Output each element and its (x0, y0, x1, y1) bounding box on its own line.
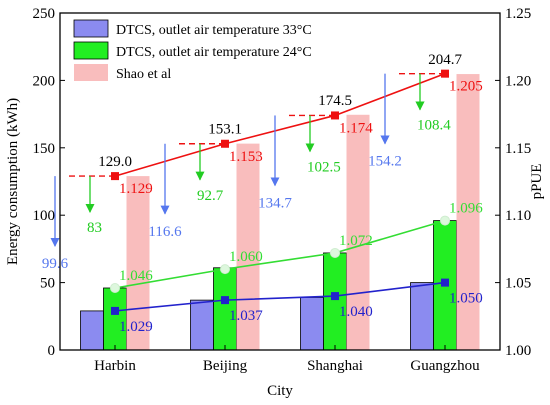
ppue-33c-point (441, 278, 449, 287)
saving-33c-label: 116.6 (148, 224, 182, 240)
saving-33c-label: 154.2 (368, 154, 402, 170)
plot-frame (59, 12, 501, 351)
legend-label: DTCS, outlet air temperature 24°C (116, 45, 312, 60)
bar-33c-beijing (190, 299, 214, 351)
bar-shao-guangzhou (456, 74, 480, 351)
x-tick-label: Shanghai (307, 358, 363, 374)
y2-tick-label: 1.10 (505, 208, 531, 224)
legend-label: DTCS, outlet air temperature 33°C (116, 23, 312, 38)
ppue-33c-label: 1.040 (339, 304, 373, 320)
y2-tick-label: 1.00 (505, 343, 531, 359)
y-tick-label: 150 (33, 141, 56, 157)
y2-tick-label: 1.05 (505, 276, 531, 292)
y-axis-label: Energy consumption (kWh) (5, 98, 21, 265)
ppue-24c-point (220, 264, 230, 275)
x-tick-label: Harbin (94, 358, 136, 374)
ppue-33c-point (111, 306, 119, 315)
ppue-shao-label: 1.153 (229, 149, 263, 165)
y-tick-label: 100 (33, 208, 56, 224)
ppue-24c-point (330, 247, 340, 258)
bar-33c-harbin (80, 310, 104, 351)
y-tick-label: 200 (33, 73, 56, 89)
bar-shao-harbin (126, 176, 150, 350)
ppue-33c-point (331, 292, 339, 301)
ppue-24c-label: 1.096 (449, 201, 483, 217)
ppue-24c-point (110, 282, 120, 293)
legend-swatch (74, 64, 108, 81)
ppue-33c-label: 1.029 (119, 319, 153, 335)
saving-33c-label: 99.6 (42, 256, 69, 272)
ppue-33c-label: 1.050 (449, 291, 483, 307)
ppue-33c-line (114, 281, 446, 312)
legend-swatch (73, 41, 109, 60)
legend: DTCS, outlet air temperature 33°C DTCS, o… (73, 19, 312, 82)
saving-24c-label: 92.7 (197, 188, 224, 204)
y2-tick-label: 1.25 (505, 6, 531, 22)
ppue-shao-label: 1.174 (339, 120, 373, 136)
saving-33c-label: 134.7 (258, 195, 292, 211)
x-axis-label: City (267, 383, 293, 399)
bar-shao-value-label: 129.0 (98, 154, 132, 170)
ppue-33c-point (221, 296, 229, 305)
bar-shao-value-label: 174.5 (318, 93, 352, 109)
bar-shao-value-label: 204.7 (428, 52, 462, 68)
ppue-shao-line (114, 72, 446, 177)
ppue-24c-line (114, 219, 446, 289)
y2-axis-label: pPUE (529, 164, 545, 200)
ppue-shao-label: 1.205 (449, 79, 483, 95)
saving-24c-label: 108.4 (417, 118, 451, 134)
x-tick-label: Beijing (203, 358, 248, 374)
bar-shao-shanghai (346, 114, 370, 350)
x-tick-label: Guangzhou (410, 358, 480, 374)
ppue-24c-point (440, 215, 450, 226)
y2-tick-label: 1.20 (505, 73, 531, 89)
bar-33c-shanghai (300, 297, 324, 351)
y-tick-label: 0 (48, 343, 56, 359)
bar-33c-guangzhou (410, 282, 434, 351)
ppue-24c-label: 1.046 (119, 268, 153, 284)
bar-24c-shanghai (323, 252, 347, 351)
y2-tick-label: 1.15 (505, 141, 531, 157)
legend-label: Shao et al (116, 67, 171, 82)
y-tick-label: 50 (40, 276, 55, 292)
legend-swatch (73, 19, 109, 38)
ppue-33c-label: 1.037 (229, 308, 263, 324)
bar-shao-value-label: 153.1 (208, 122, 242, 138)
saving-24c-label: 83 (87, 220, 102, 236)
y-tick-label: 250 (33, 6, 56, 22)
ppue-shao-label: 1.129 (119, 181, 153, 197)
ppue-24c-label: 1.060 (229, 249, 263, 265)
ppue-24c-label: 1.072 (339, 233, 373, 249)
saving-24c-label: 102.5 (307, 159, 341, 175)
